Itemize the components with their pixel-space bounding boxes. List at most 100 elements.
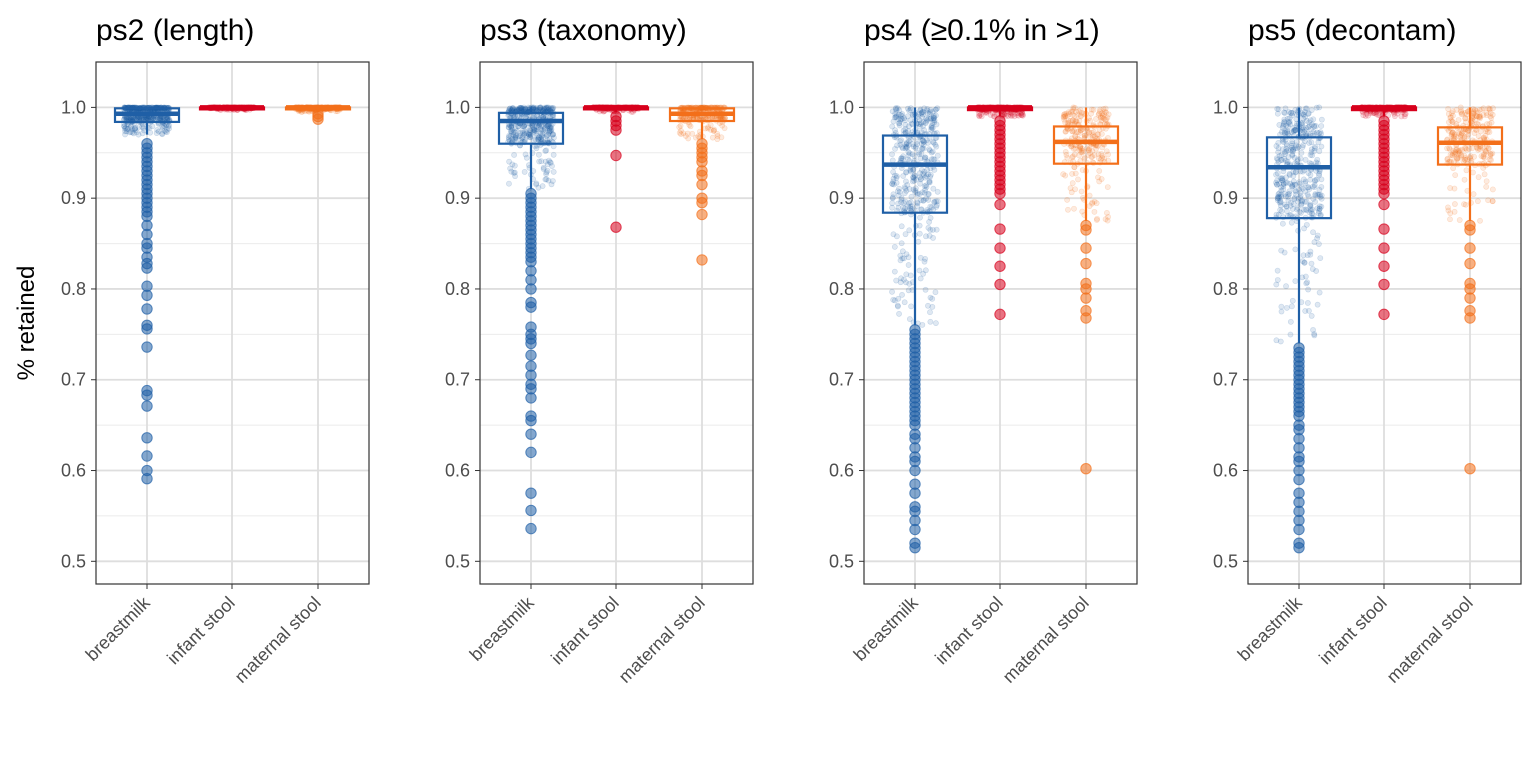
jitter-point	[895, 303, 901, 310]
jitter-point	[1308, 313, 1315, 319]
jitter-point	[550, 134, 557, 141]
jitter-point	[550, 168, 557, 175]
jitter-point	[903, 271, 910, 278]
jitter-point	[1093, 116, 1099, 122]
outlier-point	[141, 262, 153, 274]
jitter-point	[131, 125, 138, 132]
jitter-point	[920, 197, 927, 204]
jitter-point	[164, 129, 170, 136]
outlier-point	[525, 392, 537, 404]
jitter-point	[925, 302, 931, 309]
jitter-point	[136, 123, 143, 130]
jitter-point	[1309, 266, 1316, 272]
jitter-point	[893, 105, 899, 112]
outlier-point	[994, 260, 1006, 272]
jitter-point	[164, 126, 170, 133]
jitter-point	[1278, 247, 1285, 254]
jitter-point	[1288, 303, 1295, 310]
jitter-point	[1071, 164, 1078, 171]
jitter-point	[1314, 301, 1321, 308]
jitter-point	[542, 148, 549, 154]
outlier-point	[1378, 223, 1390, 235]
jitter-point	[123, 128, 130, 135]
jitter-point	[930, 226, 936, 233]
outlier-point	[141, 450, 153, 462]
jitter-point	[1450, 112, 1456, 119]
jitter-point	[1475, 174, 1482, 181]
jitter-point	[510, 132, 517, 138]
y-tick-label: 0.7	[445, 370, 470, 390]
jitter-point	[131, 126, 138, 132]
jitter-point	[933, 143, 940, 150]
jitter-point	[1316, 203, 1323, 210]
jitter-point	[1451, 208, 1458, 215]
jitter-point	[1310, 229, 1316, 236]
x-tick-label: maternal stool	[1383, 593, 1477, 687]
jitter-point	[149, 123, 156, 130]
jitter-point	[1462, 109, 1469, 116]
y-tick-label: 0.7	[61, 370, 86, 390]
jitter-point	[1467, 153, 1474, 160]
jitter-point	[125, 126, 131, 132]
jitter-point	[921, 190, 928, 196]
jitter-point	[1273, 337, 1280, 344]
jitter-point	[1075, 176, 1081, 183]
outlier-point	[525, 283, 537, 295]
jitter-point	[1095, 174, 1101, 181]
jitter-point	[1487, 151, 1494, 158]
outlier-point	[1293, 541, 1305, 554]
panel-2: ps3 (taxonomy) 0.5 0.6 0.7 0.8 0.9 1.0 breastmi…	[445, 14, 754, 687]
jitter-point	[550, 151, 557, 158]
jitter-point	[889, 157, 896, 164]
jitter-point	[905, 149, 912, 156]
jitter-point	[1283, 141, 1290, 147]
jitter-point	[1287, 212, 1294, 218]
outlier-point	[610, 124, 622, 136]
jitter-point	[908, 203, 915, 210]
y-tick-label: 0.5	[445, 551, 470, 571]
jitter-point	[1317, 255, 1324, 262]
jitter-point	[902, 198, 909, 205]
jitter-point	[153, 130, 160, 137]
jitter-point	[932, 320, 939, 327]
panel-title: ps2 (length)	[96, 14, 254, 47]
jitter-point	[903, 178, 909, 185]
jitter-point	[932, 106, 939, 113]
jitter-point	[1104, 217, 1111, 224]
jitter-point	[130, 130, 137, 137]
y-tick-label: 0.9	[61, 188, 86, 208]
jitter-point	[165, 123, 172, 130]
jitter-point	[905, 156, 911, 163]
jitter-point	[1318, 184, 1325, 190]
jitter-point	[1290, 173, 1297, 179]
y-tick-label: 0.6	[1213, 461, 1238, 481]
jitter-point	[1298, 149, 1305, 156]
jitter-point	[1481, 171, 1488, 178]
jitter-point	[1447, 185, 1453, 191]
jitter-point	[917, 254, 924, 261]
jitter-point	[1283, 283, 1289, 290]
jitter-point	[1297, 155, 1304, 162]
jitter-point	[916, 151, 923, 157]
y-tick-label: 0.9	[1213, 188, 1238, 208]
jitter-point	[1486, 156, 1493, 163]
jitter-point	[1455, 129, 1462, 136]
jitter-point	[127, 124, 134, 130]
jitter-point	[901, 299, 908, 306]
jitter-point	[1276, 180, 1282, 187]
jitter-point	[1069, 128, 1076, 135]
jitter-point	[1477, 217, 1483, 224]
jitter-point	[1450, 165, 1457, 172]
y-tick-label: 0.6	[445, 461, 470, 481]
jitter-point	[1099, 152, 1106, 159]
jitter-point	[1302, 180, 1309, 187]
jitter-point	[512, 173, 518, 180]
jitter-point	[1101, 111, 1107, 118]
x-tick-label: breastmilk	[850, 592, 923, 665]
jitter-point	[931, 166, 938, 173]
jitter-point	[1305, 286, 1312, 293]
x-tick-label: breastmilk	[82, 592, 155, 665]
jitter-point	[925, 139, 931, 146]
jitter-point	[126, 129, 133, 136]
outlier-point	[994, 242, 1006, 254]
